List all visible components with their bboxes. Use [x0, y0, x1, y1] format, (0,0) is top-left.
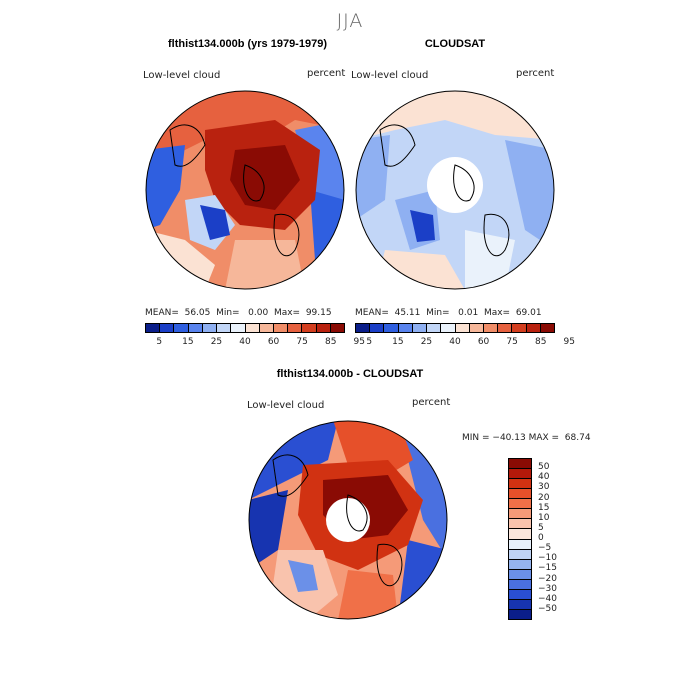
colorbar-swatch: [509, 509, 531, 520]
colorbar-tick-label: −20: [538, 573, 557, 584]
colorbar-tick-label: 25: [420, 337, 433, 347]
panel-2-variable: Low-level cloud: [351, 70, 429, 81]
panel-1-title: flthist134.000b (yrs 1979-1979): [168, 38, 327, 50]
colorbar-swatch: [509, 589, 531, 600]
colorbar-tick-label: −15: [538, 563, 557, 574]
colorbar-swatch: [455, 324, 470, 332]
diff-panel-variable: Low-level cloud: [247, 400, 325, 411]
colorbar-swatch: [483, 324, 499, 332]
colorbar-swatch: [526, 324, 541, 332]
colorbar-swatch: [174, 324, 189, 332]
colorbar-swatch: [217, 324, 232, 332]
diff-panel-title: flthist134.000b - CLOUDSAT: [276, 368, 424, 380]
colorbar-tick-label: 40: [538, 472, 550, 483]
colorbar-swatch: [146, 324, 161, 332]
colorbar-swatch: [509, 599, 531, 610]
colorbar-diff-ticks: 50 40 30 20 15 10 5 0 −5 −10 −15 −20 −30 −40 −50: [538, 458, 578, 620]
panel-2-title: CLOUDSAT: [424, 38, 486, 50]
panel-1-stats: MEAN= 56.05 Min= 0.00 Max= 99.15: [145, 308, 332, 318]
colorbar-tick-label: 10: [538, 512, 550, 523]
colorbar-swatch: [302, 324, 317, 332]
colorbar-tick-label: 75: [506, 337, 518, 347]
colorbar-swatch: [188, 324, 203, 332]
colorbar-swatch: [384, 324, 399, 332]
colorbar-tick-label: 60: [477, 337, 490, 347]
colorbar-tick-label: 60: [267, 337, 280, 347]
colorbar-swatch: [398, 324, 413, 332]
panel-1-variable: Low-level cloud: [143, 70, 221, 81]
colorbar-tick-label: 95: [563, 337, 575, 347]
colorbar-tick-label: 15: [538, 502, 550, 513]
colorbar-tick-label: 5: [366, 337, 373, 347]
colorbar-swatch: [540, 324, 555, 332]
colorbar-swatch: [512, 324, 527, 332]
diff-panel-units: percent: [412, 397, 451, 408]
colorbar-swatch: [498, 324, 513, 332]
colorbar-swatch: [509, 559, 531, 570]
diff-panel-map: [248, 420, 448, 620]
colorbar-tick-label: 25: [210, 337, 223, 347]
colorbar-swatch: [509, 489, 531, 500]
colorbar-tick-label: 95: [353, 337, 365, 347]
colorbar-right-ticks: 5 15 25 40 60 75 85 95: [355, 337, 575, 349]
colorbar-swatch: [441, 324, 456, 332]
panel-2-stats: MEAN= 45.11 Min= 0.01 Max= 69.01: [355, 308, 542, 318]
colorbar-swatch: [370, 324, 385, 332]
colorbar-swatch: [509, 499, 531, 510]
colorbar-tick-label: −10: [538, 553, 557, 564]
colorbar-swatch: [356, 324, 371, 332]
season-title: JJA: [336, 10, 364, 32]
colorbar-tick-label: −5: [538, 543, 552, 554]
colorbar-swatch: [160, 324, 175, 332]
colorbar-tick-label: 15: [392, 337, 404, 347]
colorbar-swatch: [231, 324, 246, 332]
colorbar-tick-label: 85: [324, 337, 337, 347]
panel-2-map: [355, 90, 555, 290]
colorbar-swatch: [509, 549, 531, 560]
colorbar-diff: [508, 458, 532, 620]
colorbar-swatch: [509, 529, 531, 540]
colorbar-swatch: [316, 324, 331, 332]
colorbar-tick-label: 75: [296, 337, 308, 347]
diff-panel-stats: MIN = −40.13 MAX = 68.74: [462, 433, 591, 443]
colorbar-swatch: [469, 324, 484, 332]
colorbar-swatch: [509, 579, 531, 590]
panel-2-units: percent: [516, 68, 555, 79]
colorbar-swatch: [288, 324, 303, 332]
colorbar-swatch: [509, 469, 531, 480]
colorbar-swatch: [412, 324, 428, 332]
colorbar-tick-label: 30: [538, 482, 550, 493]
panel-1-map: [145, 90, 345, 290]
colorbar-right: [355, 323, 555, 333]
colorbar-swatch: [509, 569, 531, 580]
colorbar-left-ticks: 5 15 25 40 60 75 85 95: [145, 337, 365, 349]
colorbar-tick-label: 0: [538, 533, 544, 543]
colorbar-left: [145, 323, 345, 333]
colorbar-swatch: [202, 324, 218, 332]
colorbar-swatch: [509, 519, 531, 530]
colorbar-tick-label: −50: [538, 603, 557, 614]
colorbar-swatch: [509, 539, 531, 550]
colorbar-tick-label: 40: [449, 337, 461, 347]
colorbar-swatch: [509, 609, 531, 619]
colorbar-swatch: [330, 324, 345, 332]
colorbar-swatch: [509, 479, 531, 490]
colorbar-tick-label: 15: [182, 337, 194, 347]
colorbar-tick-label: 50: [538, 462, 550, 473]
colorbar-tick-label: 20: [538, 492, 550, 503]
colorbar-swatch: [259, 324, 274, 332]
colorbar-swatch: [273, 324, 289, 332]
panel-1-units: percent: [307, 68, 346, 79]
colorbar-tick-label: 85: [534, 337, 547, 347]
colorbar-tick-label: −40: [538, 593, 557, 604]
colorbar-swatch: [245, 324, 260, 332]
colorbar-tick-label: 5: [538, 522, 544, 533]
colorbar-tick-label: −30: [538, 583, 557, 594]
colorbar-tick-label: 40: [239, 337, 251, 347]
colorbar-swatch: [427, 324, 442, 332]
colorbar-tick-label: 5: [156, 337, 163, 347]
colorbar-swatch: [509, 459, 531, 470]
